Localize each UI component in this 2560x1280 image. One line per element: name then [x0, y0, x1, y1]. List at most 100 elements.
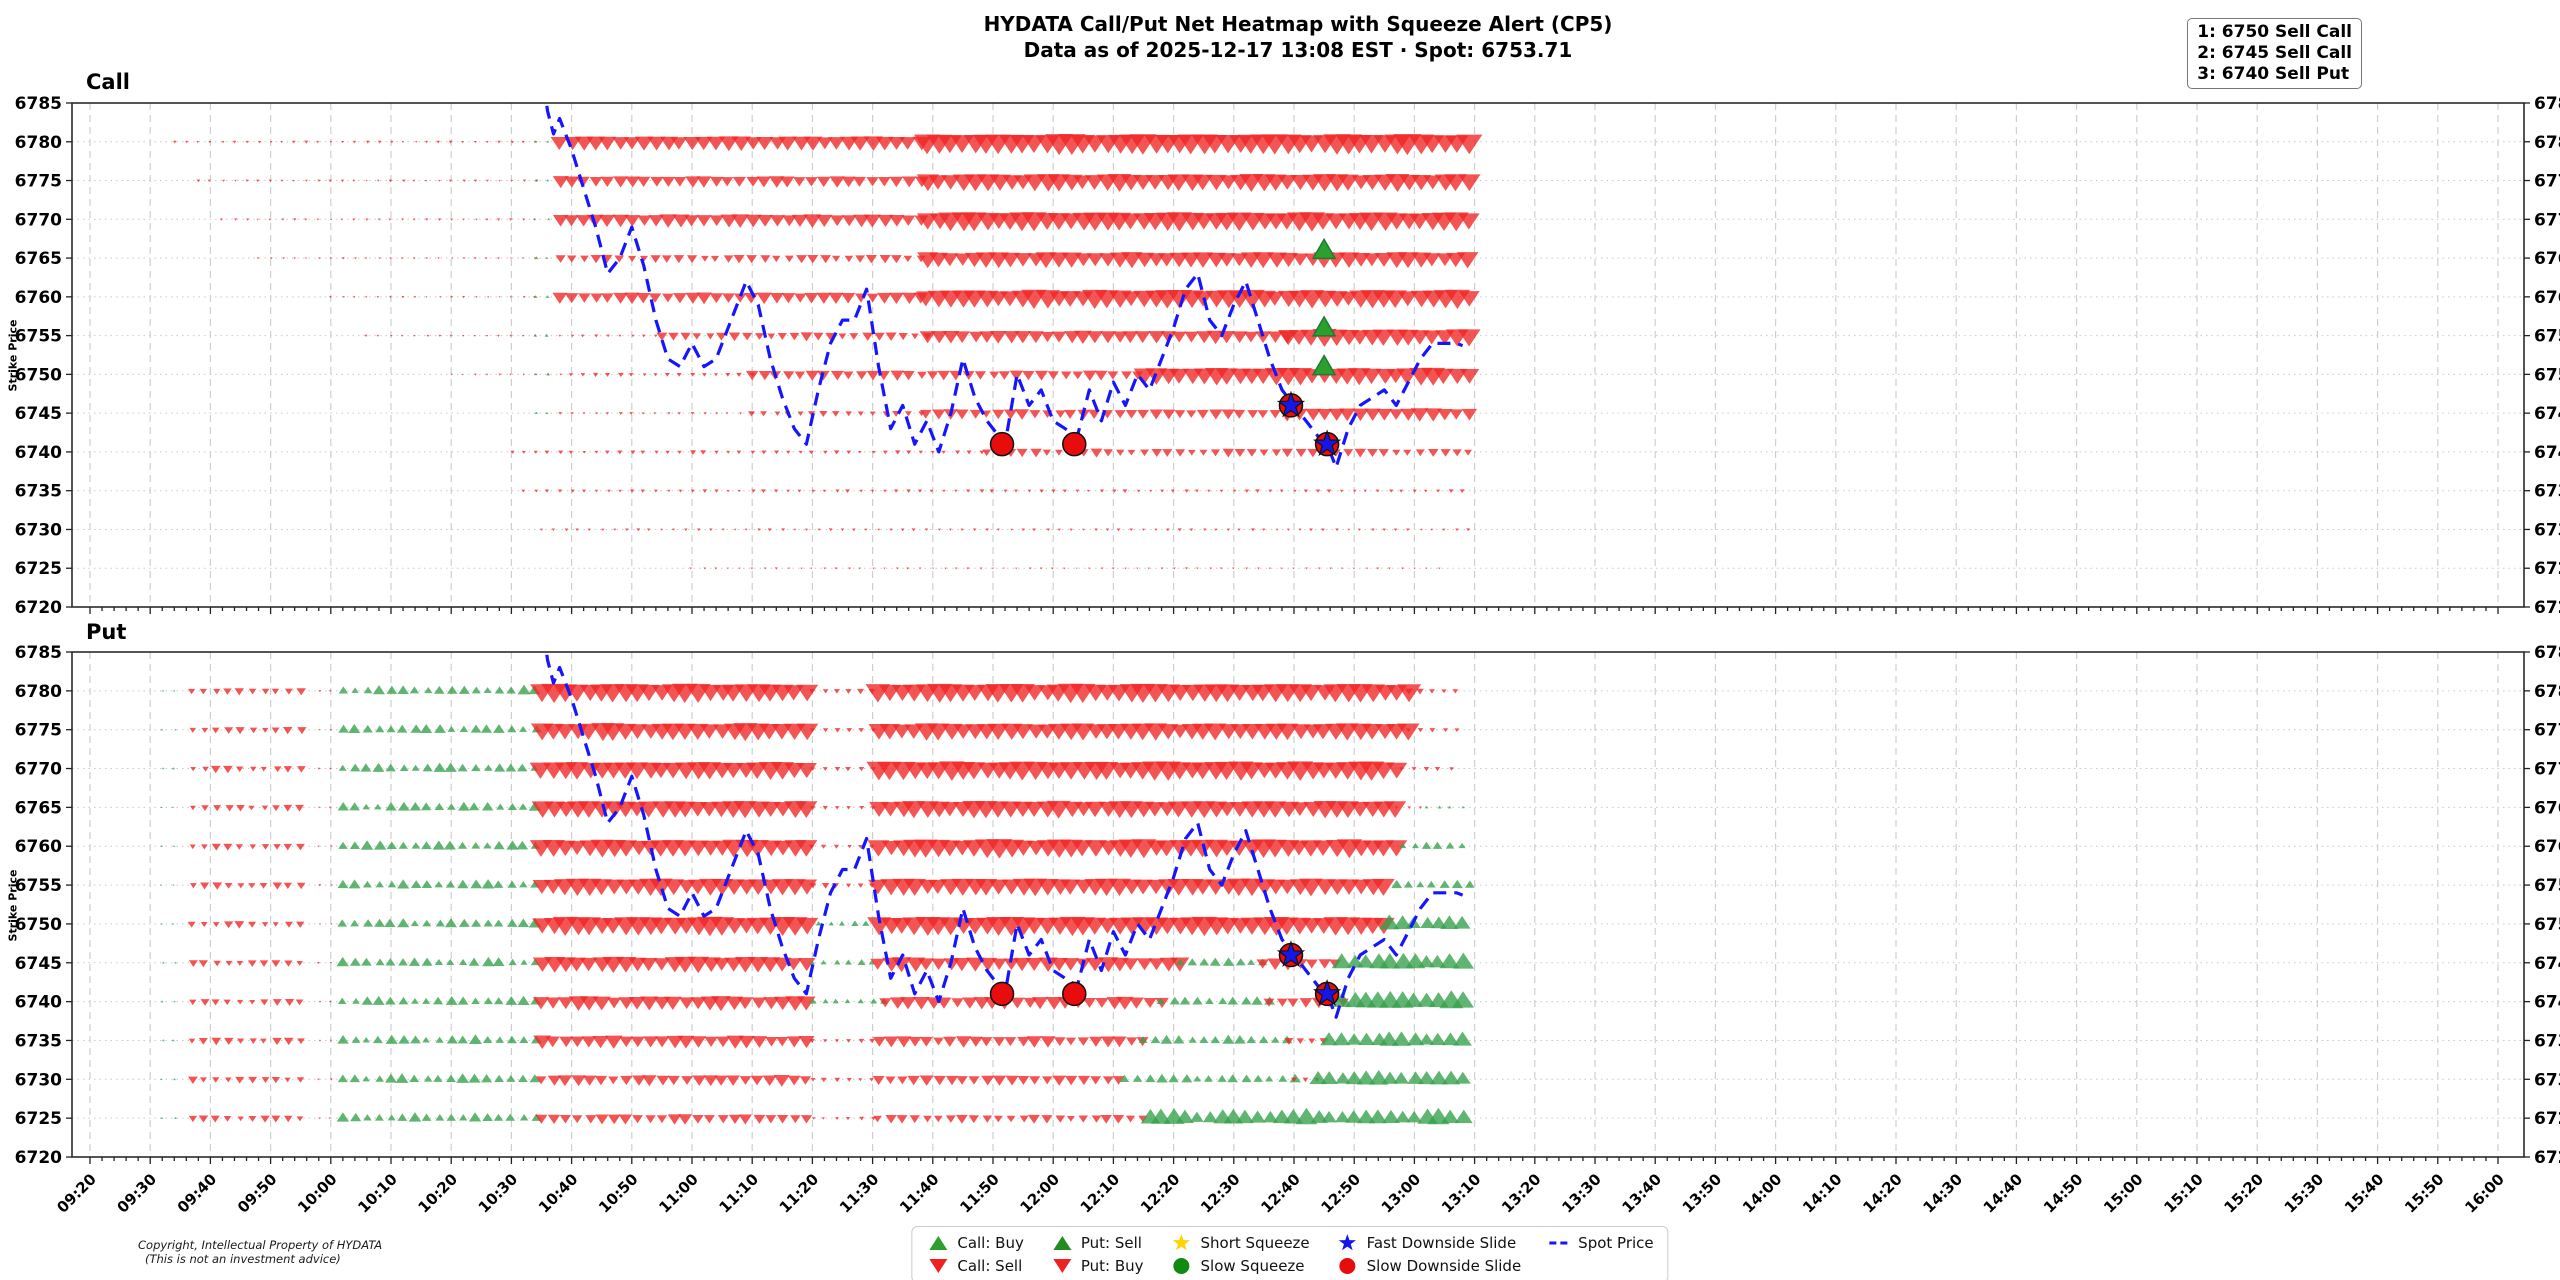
svg-text:15:00: 15:00: [2100, 1170, 2146, 1216]
call-y-axis-label: Strike Price: [6, 319, 20, 392]
svg-text:6750: 6750: [15, 915, 62, 935]
svg-text:6760: 6760: [2534, 837, 2560, 857]
svg-text:6755: 6755: [2534, 876, 2560, 896]
svg-text:6730: 6730: [2534, 520, 2560, 540]
svg-text:6730: 6730: [2534, 1070, 2560, 1090]
svg-text:6775: 6775: [15, 721, 62, 741]
call-axis-ticks: [66, 102, 2530, 614]
svg-text:13:40: 13:40: [1619, 1170, 1665, 1216]
put-y-tick-labels: 6720 6720 6725 6725 6730 6730 6735 6735 6740 6740…: [15, 643, 2560, 1168]
svg-text:11:20: 11:20: [776, 1170, 822, 1216]
svg-text:13:00: 13:00: [1378, 1170, 1424, 1216]
svg-text:6735: 6735: [2534, 1031, 2560, 1051]
svg-text:6755: 6755: [15, 327, 62, 347]
svg-text:6775: 6775: [2534, 172, 2560, 192]
svg-text:10:30: 10:30: [475, 1170, 521, 1216]
fast-downside-slide-marker: [1276, 390, 1306, 418]
svg-text:14:40: 14:40: [1980, 1170, 2026, 1216]
svg-text:11:30: 11:30: [836, 1170, 882, 1216]
svg-text:6720: 6720: [2534, 1148, 2560, 1168]
svg-text:6735: 6735: [2534, 482, 2560, 502]
svg-text:6785: 6785: [15, 643, 62, 663]
svg-text:6745: 6745: [15, 404, 62, 424]
svg-text:6725: 6725: [2534, 1109, 2560, 1129]
svg-text:6745: 6745: [2534, 404, 2560, 424]
put-y-axis-label: Strike Price: [6, 869, 20, 942]
call-gridlines: [72, 102, 2524, 608]
alert-line-3: 3: 6740 Sell Put: [2197, 64, 2350, 84]
slow-downside-slide-marker: [989, 431, 1015, 457]
svg-text:14:50: 14:50: [2040, 1170, 2086, 1216]
svg-text:13:20: 13:20: [1498, 1170, 1544, 1216]
svg-text:14:00: 14:00: [1739, 1170, 1785, 1216]
svg-text:6780: 6780: [2534, 133, 2560, 153]
svg-text:15:10: 15:10: [2160, 1170, 2206, 1216]
svg-text:09:20: 09:20: [53, 1170, 99, 1216]
alert-line-1: 1: 6750 Sell Call: [2197, 22, 2352, 42]
svg-text:12:30: 12:30: [1197, 1170, 1243, 1216]
svg-text:6770: 6770: [2534, 760, 2560, 780]
legend-item-slow-downside-slide: Slow Downside Slide: [1336, 1256, 1522, 1276]
fast-downside-slide-marker: [1276, 940, 1306, 967]
triangle-up-icon: [1052, 1236, 1071, 1250]
legend-column: Short Squeeze Slow Squeeze: [1170, 1233, 1310, 1276]
legend-label: Fast Downside Slide: [1366, 1234, 1517, 1252]
fast-downside-slide-marker: [1312, 429, 1342, 457]
svg-text:6780: 6780: [2534, 682, 2560, 702]
star-icon: [1172, 1234, 1191, 1251]
put-axes-frame: [71, 651, 2525, 1158]
svg-text:6770: 6770: [15, 760, 62, 780]
svg-text:6760: 6760: [15, 288, 62, 308]
svg-text:14:10: 14:10: [1799, 1170, 1845, 1216]
put-heatmap: [159, 683, 1475, 1125]
legend-label: Put: Sell: [1080, 1234, 1142, 1252]
put-panel-title: Put: [86, 620, 127, 644]
svg-text:6740: 6740: [2534, 993, 2560, 1013]
put-signal-markers: [989, 940, 1342, 1007]
svg-text:10:10: 10:10: [354, 1170, 400, 1216]
svg-text:6735: 6735: [15, 1031, 62, 1051]
legend: Call: Buy Call: Sell Put: Sell Put: Buy Shor…: [911, 1226, 1669, 1280]
x-tick-labels: 09:20 09:30 09:40 09:50 10:00 10:10 10:20 10:30…: [53, 1170, 2507, 1216]
svg-text:6720: 6720: [2534, 598, 2560, 618]
chart-subtitle: Data as of 2025-12-17 13:08 EST · Spot: …: [1023, 38, 1573, 62]
svg-text:10:00: 10:00: [294, 1170, 340, 1216]
svg-text:6740: 6740: [15, 443, 62, 463]
svg-text:10:20: 10:20: [415, 1170, 461, 1216]
svg-text:11:40: 11:40: [896, 1170, 942, 1216]
copyright-line-1: Copyright, Intellectual Property of HYDA…: [138, 1238, 383, 1252]
legend-label: Spot Price: [1578, 1234, 1654, 1252]
call-y-tick-labels: 6720 6720 6725 6725 6730 6730 6735 6735 6740 6740…: [15, 94, 2560, 618]
call-axes-frame: [71, 102, 2525, 608]
svg-text:6765: 6765: [15, 798, 62, 818]
legend-column: Call: Buy Call: Sell: [926, 1233, 1024, 1276]
legend-item-short-squeeze: Short Squeeze: [1170, 1233, 1310, 1253]
svg-text:6750: 6750: [2534, 915, 2560, 935]
svg-text:6750: 6750: [2534, 365, 2560, 385]
call-buy-alert-marker: [1311, 354, 1337, 376]
circle-icon: [1339, 1258, 1356, 1274]
copyright-line-2: (This is not an investment advice): [145, 1252, 341, 1266]
legend-label: Slow Downside Slide: [1366, 1257, 1522, 1275]
svg-text:11:00: 11:00: [655, 1170, 701, 1216]
svg-text:12:50: 12:50: [1318, 1170, 1364, 1216]
legend-item-put-sell: Put: Sell: [1050, 1233, 1144, 1253]
call-panel: 6720 6720 6725 6725 6730 6730 6735 6735 6740 6740…: [15, 94, 2560, 618]
legend-label: Call: Buy: [957, 1234, 1024, 1252]
svg-text:6785: 6785: [2534, 94, 2560, 114]
legend-column: Put: Sell Put: Buy: [1050, 1233, 1144, 1276]
svg-text:6750: 6750: [15, 365, 62, 385]
fast-downside-slide-marker: [1312, 978, 1342, 1006]
svg-text:10:40: 10:40: [535, 1170, 581, 1216]
svg-text:6755: 6755: [15, 876, 62, 896]
svg-text:6780: 6780: [15, 682, 62, 702]
chart-title: HYDATA Call/Put Net Heatmap with Squeeze…: [983, 12, 1613, 36]
legend-item-put-buy: Put: Buy: [1050, 1256, 1144, 1276]
dash-icon: [1549, 1241, 1570, 1245]
svg-text:6760: 6760: [2534, 288, 2560, 308]
svg-text:6765: 6765: [2534, 798, 2560, 818]
svg-text:16:00: 16:00: [2461, 1170, 2507, 1216]
svg-text:12:40: 12:40: [1257, 1170, 1303, 1216]
